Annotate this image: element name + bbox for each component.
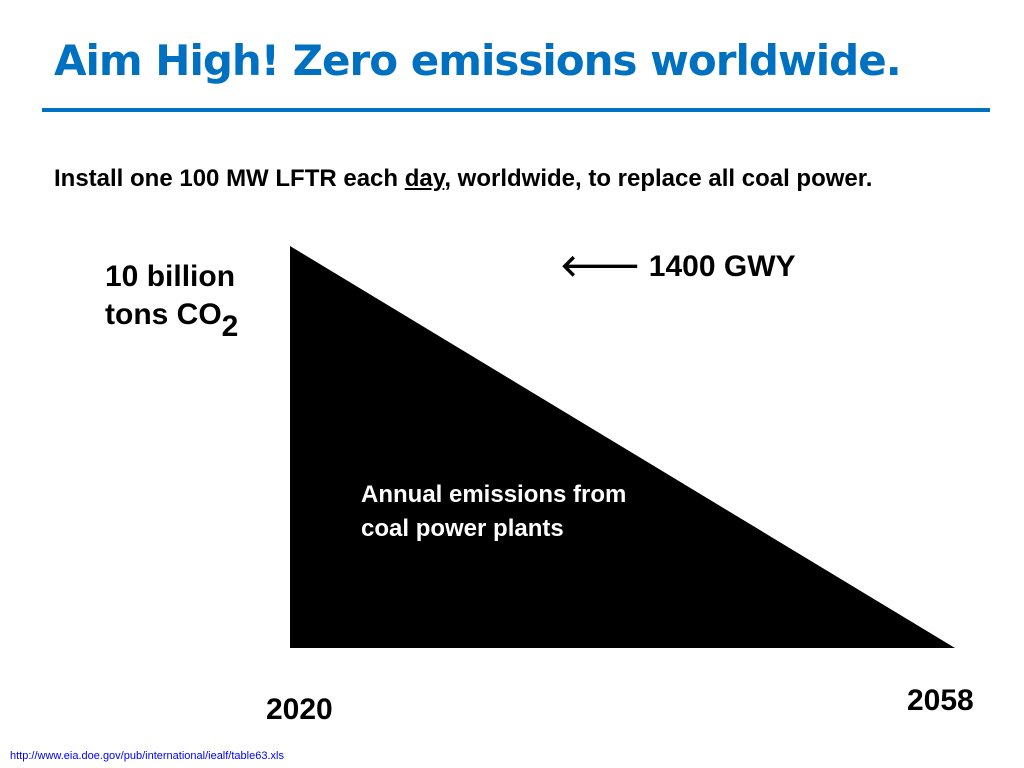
slide-title: Aim High! Zero emissions worldwide.	[54, 36, 902, 85]
capacity-callout-text: 1400 GWY	[648, 250, 796, 283]
emissions-quantity-line2: tons CO2	[105, 296, 238, 343]
emissions-quantity-label: 10 billion tons CO2	[105, 258, 238, 343]
emissions-quantity-unit: tons CO	[105, 298, 222, 331]
capacity-callout: 🡐 1400 GWY	[560, 248, 796, 284]
emissions-quantity-line1: 10 billion	[105, 260, 236, 293]
wedge-annotation: Annual emissions from coal power plants	[361, 481, 627, 542]
subtitle-text-before: Install one 100 MW LFTR each	[54, 165, 405, 192]
emissions-wedge	[290, 246, 955, 648]
start-year-label: 2020	[266, 693, 333, 726]
end-year-label: 2058	[907, 684, 974, 717]
subtitle-text-after: , worldwide, to replace all coal power.	[444, 165, 873, 192]
co2-subscript: 2	[221, 310, 239, 343]
slide-title-text: Aim High! Zero emissions worldwide.	[54, 36, 902, 85]
source-link[interactable]: http://www.eia.doe.gov/pub/international…	[10, 750, 284, 762]
left-arrow-icon: 🡐	[560, 250, 641, 283]
subtitle-emphasis: day	[404, 165, 445, 192]
slide-subtitle: Install one 100 MW LFTR each day, worldw…	[54, 162, 954, 196]
title-divider	[42, 108, 990, 112]
